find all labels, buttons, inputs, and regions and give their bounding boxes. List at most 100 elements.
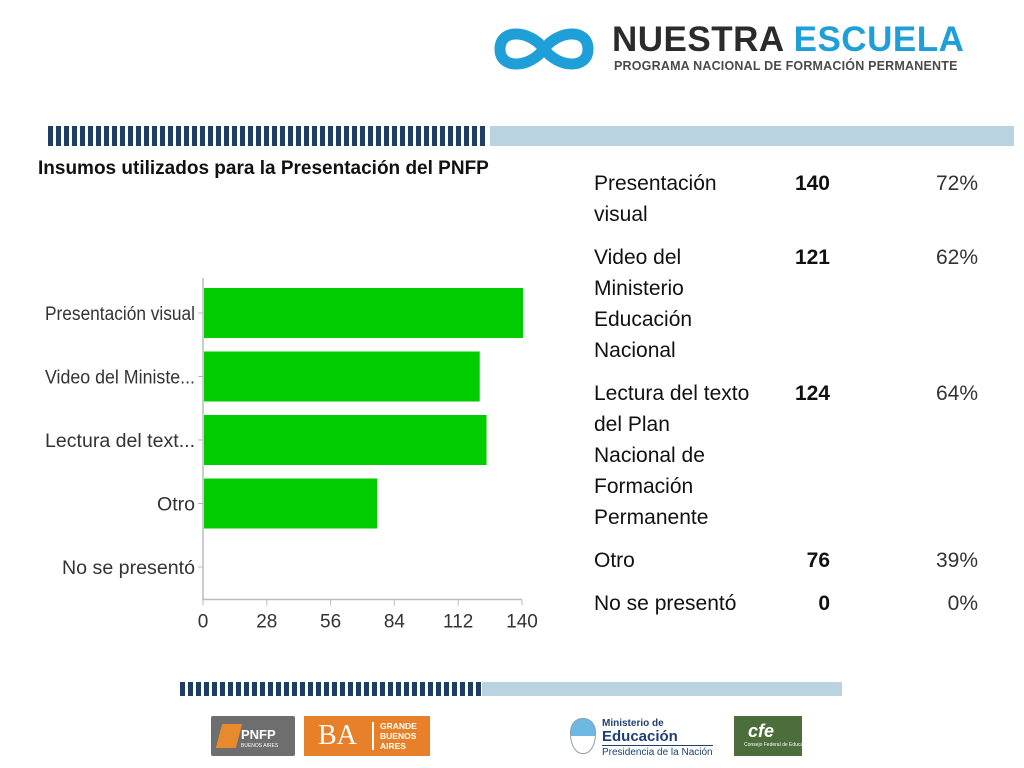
stripe-segment [200,126,205,146]
stripe-segment [104,126,109,146]
x-tick-label: 28 [256,612,277,633]
stripe-segment [352,126,357,146]
stripe-segment [252,682,257,696]
row-count: 140 [794,172,830,195]
row-count: 0 [818,592,830,615]
cfe-label: cfe [748,721,775,741]
pnfp-sub: BUENOS AIRES [241,743,279,749]
stripe-segment [248,126,253,146]
decorative-stripe-bottom [180,682,842,696]
stripe-segment [296,126,301,146]
stripe-segment [292,682,297,696]
stripe-segment [304,126,309,146]
stripe-band [482,682,842,696]
stripe-segment [208,126,213,146]
row-category: Presentación visual [594,172,717,226]
header: NUESTRA ESCUELA PROGRAMA NACIONAL DE FOR… [0,0,1024,120]
row-percent: 72% [935,172,978,195]
stripe-segment [56,126,61,146]
stripe-segment [260,682,265,696]
stripe-segment [188,682,193,696]
x-tick-label: 56 [320,612,341,633]
ba-divider [372,722,374,750]
ministerio-line3: Presidencia de la Nación [602,745,713,758]
nuestra-escuela-logo: NUESTRA ESCUELA PROGRAMA NACIONAL DE FOR… [486,14,986,86]
stripe-segment [280,126,285,146]
stripe-segment [320,126,325,146]
row-category: Lectura del texto del Plan Nacional de F… [594,382,750,529]
row-category: No se presentó [594,592,737,615]
stripe-segment [444,682,449,696]
stripe-segment [220,682,225,696]
bar [204,288,523,338]
stripe-segment [368,126,373,146]
table-row: Otro 76 39% [586,541,986,584]
ba-label: BA [318,720,357,751]
data-table: Presentación visual 140 72% Video del Mi… [586,164,986,627]
stripe-segment [396,682,401,696]
cfe-logo: cfe Consejo Federal de Educación [734,716,812,756]
stripe-segment [244,682,249,696]
stripe-segment [348,682,353,696]
stripe-segment [308,682,313,696]
ministerio-line2: Educación [602,728,678,745]
y-tick-label: Video del Ministe... [45,368,195,389]
stripe-segment [460,682,465,696]
stripe-segment [232,126,237,146]
stripe-segment [284,682,289,696]
stripe-segment [452,682,457,696]
stripe-segment [448,126,453,146]
bar [204,415,487,465]
row-percent: 64% [935,382,978,405]
stripe-segment [480,126,485,146]
decorative-stripe-top [48,126,1014,146]
stripe-segment [332,682,337,696]
pnfp-label: PNFP [241,727,276,742]
stripe-segment [184,126,189,146]
stripe-segment [328,126,333,146]
stripe-segment [112,126,117,146]
stripe-segment [384,126,389,146]
stripe-segment [180,682,185,696]
stripe-segment [476,682,481,696]
pnfp-logo: PNFP BUENOS AIRES [211,716,295,756]
row-count: 76 [806,549,830,572]
stripe-segment [276,682,281,696]
x-tick-label: 0 [198,612,209,633]
stripe-segment [136,126,141,146]
chart-title: Insumos utilizados para la Presentación … [38,158,489,179]
stripe-segment [268,682,273,696]
stripe-segment [212,682,217,696]
stripe-segment [380,682,385,696]
stripe-segment [236,682,241,696]
y-tick-label: Presentación visual [45,304,195,325]
row-percent: 39% [935,549,978,572]
stripe-segment [392,126,397,146]
stripe-segment [64,126,69,146]
footer-logos: PNFP BUENOS AIRES BA GRANDE BUENOS AIRES… [0,706,1024,768]
stripe-segment [456,126,461,146]
stripe-segment [120,126,125,146]
y-tick-label: No se presentó [62,558,195,579]
stripe-segment [432,126,437,146]
stripe-segment [440,126,445,146]
stripe-segment [436,682,441,696]
stripe-segment [192,126,197,146]
row-category: Otro [594,549,635,572]
stripe-segment [424,126,429,146]
stripe-segment [128,126,133,146]
y-tick-label: Otro [157,495,195,516]
stripe-segment [376,126,381,146]
table-row: No se presentó 0 0% [586,584,986,627]
stripe-segment [144,126,149,146]
stripe-segment [80,126,85,146]
stripe-segment [204,682,209,696]
stripe-segment [372,682,377,696]
stripe-segment [364,682,369,696]
table-row: Video del Ministerio Educación Nacional … [586,238,986,374]
stripe-segment [256,126,261,146]
ministerio-logo: Ministerio de Educación Presidencia de l… [566,716,716,758]
ministerio-line1: Ministerio de [602,718,664,729]
stripe-segment [316,682,321,696]
stripe-segment [264,126,269,146]
